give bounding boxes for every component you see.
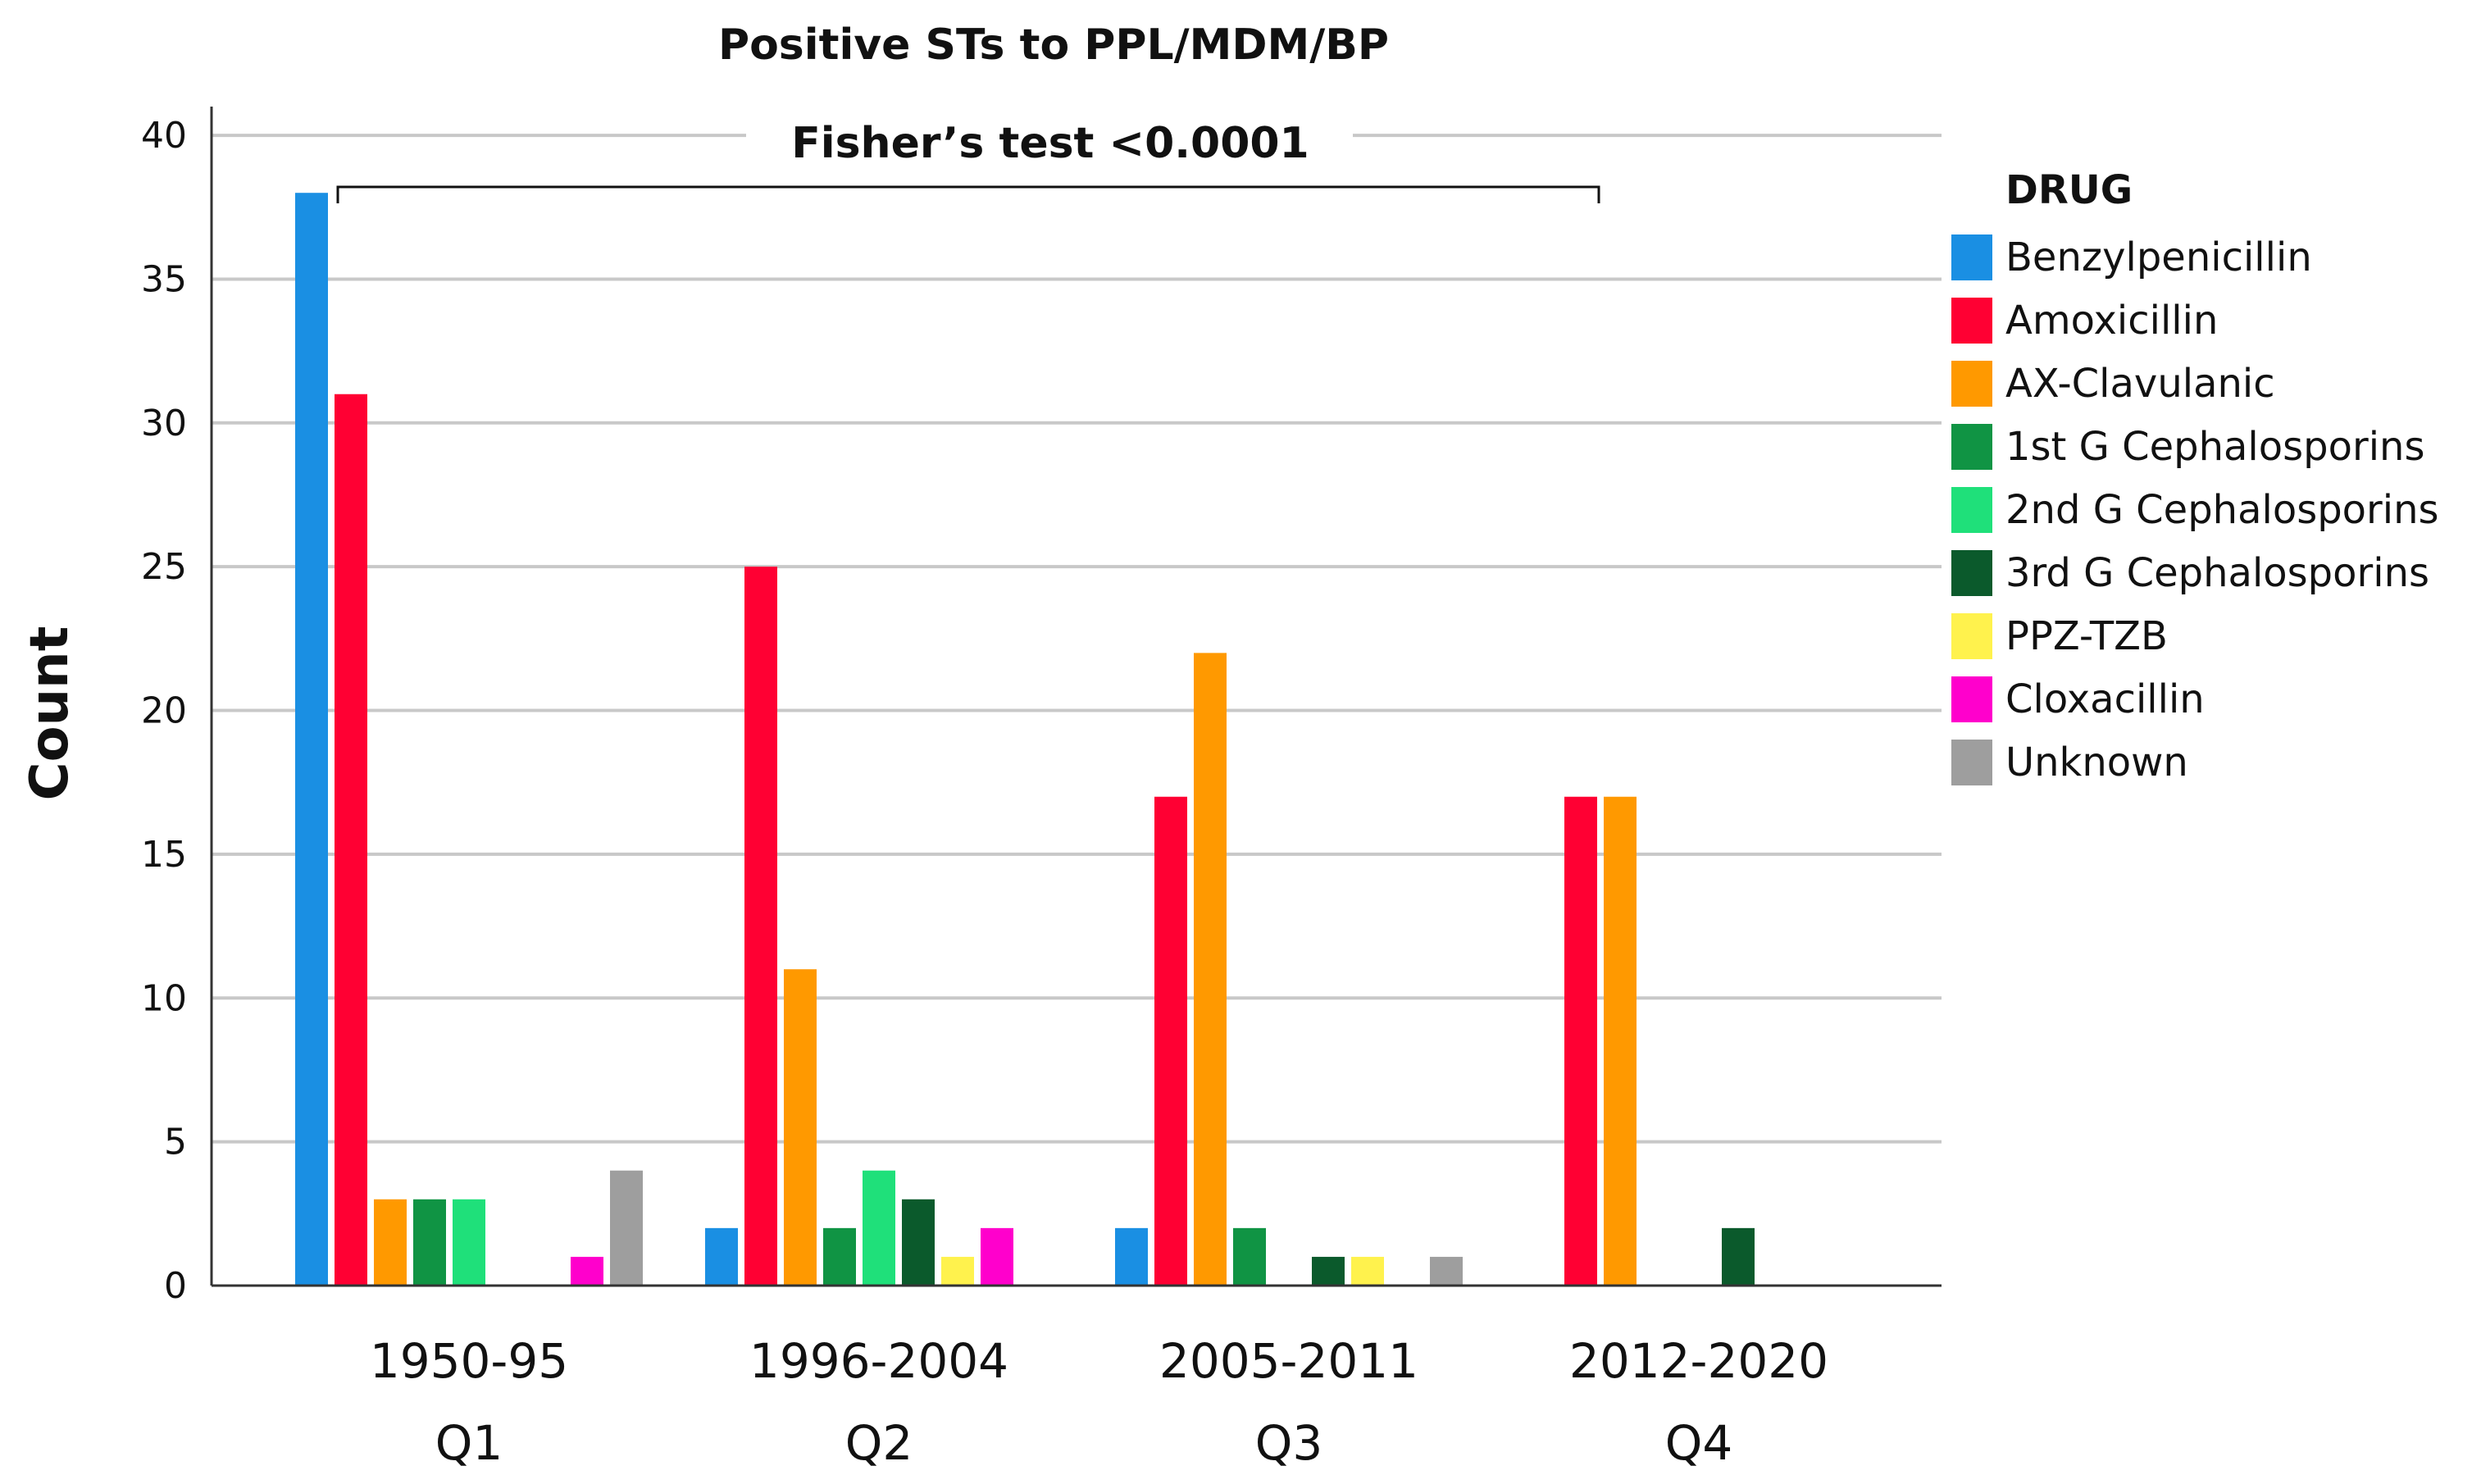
legend-label: 3rd G Cephalosporins xyxy=(2005,550,2429,596)
chart-title: Positive STs to PPL/MDM/BP xyxy=(718,20,1389,70)
bar xyxy=(1604,796,1637,1286)
y-tick-label: 5 xyxy=(164,1122,187,1163)
bar xyxy=(981,1227,1013,1286)
legend-swatch xyxy=(1951,424,1992,470)
legend-swatch xyxy=(1951,234,1992,280)
x-sublabel: Q3 xyxy=(1255,1415,1323,1471)
bar xyxy=(1233,1227,1266,1286)
legend-label: Amoxicillin xyxy=(2005,298,2218,344)
bar xyxy=(1115,1227,1148,1286)
bar xyxy=(1430,1256,1463,1286)
legend: DRUG Benzylpenicillin Amoxicillin AX-Clavul… xyxy=(1951,167,2439,785)
bar xyxy=(1722,1227,1755,1286)
legend-swatch xyxy=(1951,361,1992,407)
annotation-background xyxy=(746,115,1353,180)
legend-swatch xyxy=(1951,550,1992,596)
significance-bracket xyxy=(336,185,1600,203)
y-tick-label: 0 xyxy=(164,1265,187,1307)
bar xyxy=(374,1199,407,1286)
bar xyxy=(823,1227,856,1286)
y-tick-label: 35 xyxy=(141,258,187,300)
legend-swatch xyxy=(1951,487,1992,533)
legend-label: 1st G Cephalosporins xyxy=(2005,424,2424,470)
bar xyxy=(1312,1256,1345,1286)
x-category-label: 1996-2004 xyxy=(749,1333,1008,1389)
legend-label: Cloxacillin xyxy=(2005,676,2205,722)
significance-annotation: Fisher’s test <0.0001 xyxy=(336,115,1600,203)
axes: 0 5 10 15 20 25 30 35 40 xyxy=(141,107,1942,1307)
legend-swatch xyxy=(1951,613,1992,659)
x-category-label: 2005-2011 xyxy=(1159,1333,1418,1389)
bar xyxy=(453,1199,485,1286)
bar xyxy=(1194,653,1227,1286)
legend-label: Unknown xyxy=(2005,740,2188,785)
bar xyxy=(610,1170,643,1286)
legend-title: DRUG xyxy=(2005,167,2133,213)
legend-swatch xyxy=(1951,676,1992,722)
y-tick-label: 30 xyxy=(141,403,187,444)
legend-label: AX-Clavulanic xyxy=(2005,361,2275,407)
y-tick-label: 10 xyxy=(141,977,187,1019)
x-sublabel: Q4 xyxy=(1665,1415,1733,1471)
y-tick-label: 15 xyxy=(141,834,187,876)
bar xyxy=(413,1199,446,1286)
category-labels: 1950-95 Q1 1996-2004 Q2 2005-2011 Q3 2012-2020… xyxy=(370,1333,1828,1471)
x-category-label: 2012-2020 xyxy=(1569,1333,1828,1389)
bar xyxy=(941,1256,974,1286)
y-axis-label: Count xyxy=(20,626,80,801)
bar xyxy=(744,567,777,1286)
x-category-label: 1950-95 xyxy=(370,1333,568,1389)
x-sublabel: Q1 xyxy=(435,1415,503,1471)
bar xyxy=(863,1170,895,1286)
bar xyxy=(571,1256,603,1286)
fisher-test-annotation: Fisher’s test <0.0001 xyxy=(791,119,1309,168)
bar xyxy=(1564,796,1597,1286)
bar xyxy=(295,193,328,1286)
gridlines xyxy=(212,134,1942,1144)
legend-swatch xyxy=(1951,298,1992,344)
bar xyxy=(705,1227,738,1286)
bar xyxy=(902,1199,935,1286)
bar xyxy=(335,394,367,1286)
bar xyxy=(784,969,817,1286)
legend-label: PPZ-TZB xyxy=(2005,613,2168,659)
legend-label: Benzylpenicillin xyxy=(2005,234,2312,280)
legend-swatch xyxy=(1951,740,1992,785)
x-sublabel: Q2 xyxy=(845,1415,913,1471)
y-tick-label: 20 xyxy=(141,690,187,732)
bars xyxy=(295,193,1755,1286)
bar xyxy=(1351,1256,1384,1286)
y-tick-label: 25 xyxy=(141,546,187,588)
legend-label: 2nd G Cephalosporins xyxy=(2005,487,2439,533)
bar xyxy=(1154,796,1187,1286)
y-tick-label: 40 xyxy=(141,115,187,157)
